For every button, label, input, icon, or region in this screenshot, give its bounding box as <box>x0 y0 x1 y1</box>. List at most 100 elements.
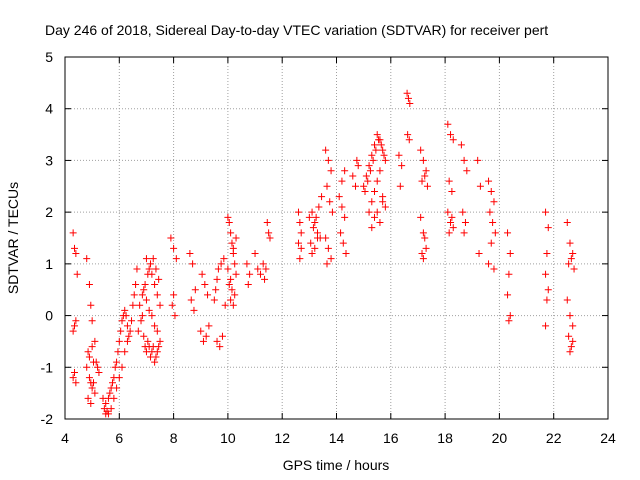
data-point <box>136 301 144 309</box>
data-point <box>566 312 574 320</box>
data-point <box>326 198 334 206</box>
data-point <box>323 182 331 190</box>
data-point <box>505 270 513 278</box>
data-point <box>371 213 379 221</box>
data-point <box>148 312 156 320</box>
data-point <box>369 156 377 164</box>
data-point <box>417 213 425 221</box>
data-point <box>377 141 385 149</box>
data-point <box>418 250 426 258</box>
data-point <box>69 229 77 237</box>
data-point <box>117 327 125 335</box>
data-point <box>225 218 233 226</box>
data-point <box>232 234 240 242</box>
data-point <box>254 265 262 273</box>
data-point <box>187 296 195 304</box>
y-axis-label: SDTVAR / TECUs <box>5 182 21 294</box>
data-point <box>140 332 148 340</box>
data-point <box>168 301 176 309</box>
data-point <box>217 260 225 268</box>
data-point <box>138 291 146 299</box>
data-point <box>487 187 495 195</box>
data-point <box>225 281 233 289</box>
data-point <box>404 94 412 102</box>
x-tick-label: 4 <box>61 430 69 446</box>
data-point <box>130 291 138 299</box>
data-point <box>147 260 155 268</box>
data-point <box>379 198 387 206</box>
y-tick-label: 5 <box>45 49 53 65</box>
y-tick-label: 3 <box>45 152 53 168</box>
data-point <box>324 244 332 252</box>
data-point <box>72 379 80 387</box>
data-point <box>419 229 427 237</box>
data-point <box>201 281 209 289</box>
data-point <box>323 260 331 268</box>
data-point <box>322 234 330 242</box>
data-point <box>474 156 482 164</box>
data-point <box>405 136 413 144</box>
data-point <box>87 399 95 407</box>
data-point <box>542 270 550 278</box>
data-point <box>563 218 571 226</box>
data-point <box>398 162 406 170</box>
data-point <box>148 270 156 278</box>
x-tick-label: 16 <box>383 430 399 446</box>
x-tick-label: 12 <box>274 430 290 446</box>
data-point <box>137 317 145 325</box>
data-point <box>132 281 140 289</box>
data-point <box>543 296 551 304</box>
data-point <box>156 301 164 309</box>
data-point <box>87 301 95 309</box>
data-point <box>113 358 121 366</box>
data-point <box>214 265 222 273</box>
data-point <box>172 255 180 263</box>
data-point <box>109 379 117 387</box>
data-point <box>72 250 80 258</box>
data-point <box>311 244 319 252</box>
data-point <box>423 182 431 190</box>
data-point <box>83 363 91 371</box>
plot-frame <box>64 56 609 420</box>
data-point <box>565 260 573 268</box>
data-point <box>190 306 198 314</box>
data-point <box>381 156 389 164</box>
data-point <box>145 306 153 314</box>
data-point <box>318 193 326 201</box>
data-point <box>322 146 330 154</box>
data-point <box>457 141 465 149</box>
data-point <box>229 244 237 252</box>
data-point <box>151 281 159 289</box>
data-point <box>328 208 336 216</box>
data-point <box>91 389 99 397</box>
data-point <box>327 167 335 175</box>
x-axis-label: GPS time / hours <box>283 457 390 473</box>
data-point <box>486 208 494 216</box>
data-point <box>84 394 92 402</box>
data-point <box>352 182 360 190</box>
data-point <box>463 167 471 175</box>
data-point <box>72 317 80 325</box>
data-point <box>128 317 136 325</box>
data-point <box>308 250 316 258</box>
data-point <box>307 239 315 247</box>
data-point <box>125 332 133 340</box>
data-point <box>231 260 239 268</box>
data-point <box>296 255 304 263</box>
data-point <box>91 337 99 345</box>
data-point <box>544 286 552 294</box>
data-point <box>448 213 456 221</box>
data-point <box>134 327 142 335</box>
data-point <box>569 250 577 258</box>
data-point <box>210 296 218 304</box>
data-point <box>297 244 305 252</box>
data-point <box>85 374 93 382</box>
data-point <box>228 286 236 294</box>
x-tick-label: 22 <box>546 430 562 446</box>
data-point <box>106 389 114 397</box>
data-point <box>445 229 453 237</box>
data-point <box>565 332 573 340</box>
data-point <box>491 229 499 237</box>
y-tick-label: 0 <box>45 308 53 324</box>
data-point <box>406 100 414 108</box>
